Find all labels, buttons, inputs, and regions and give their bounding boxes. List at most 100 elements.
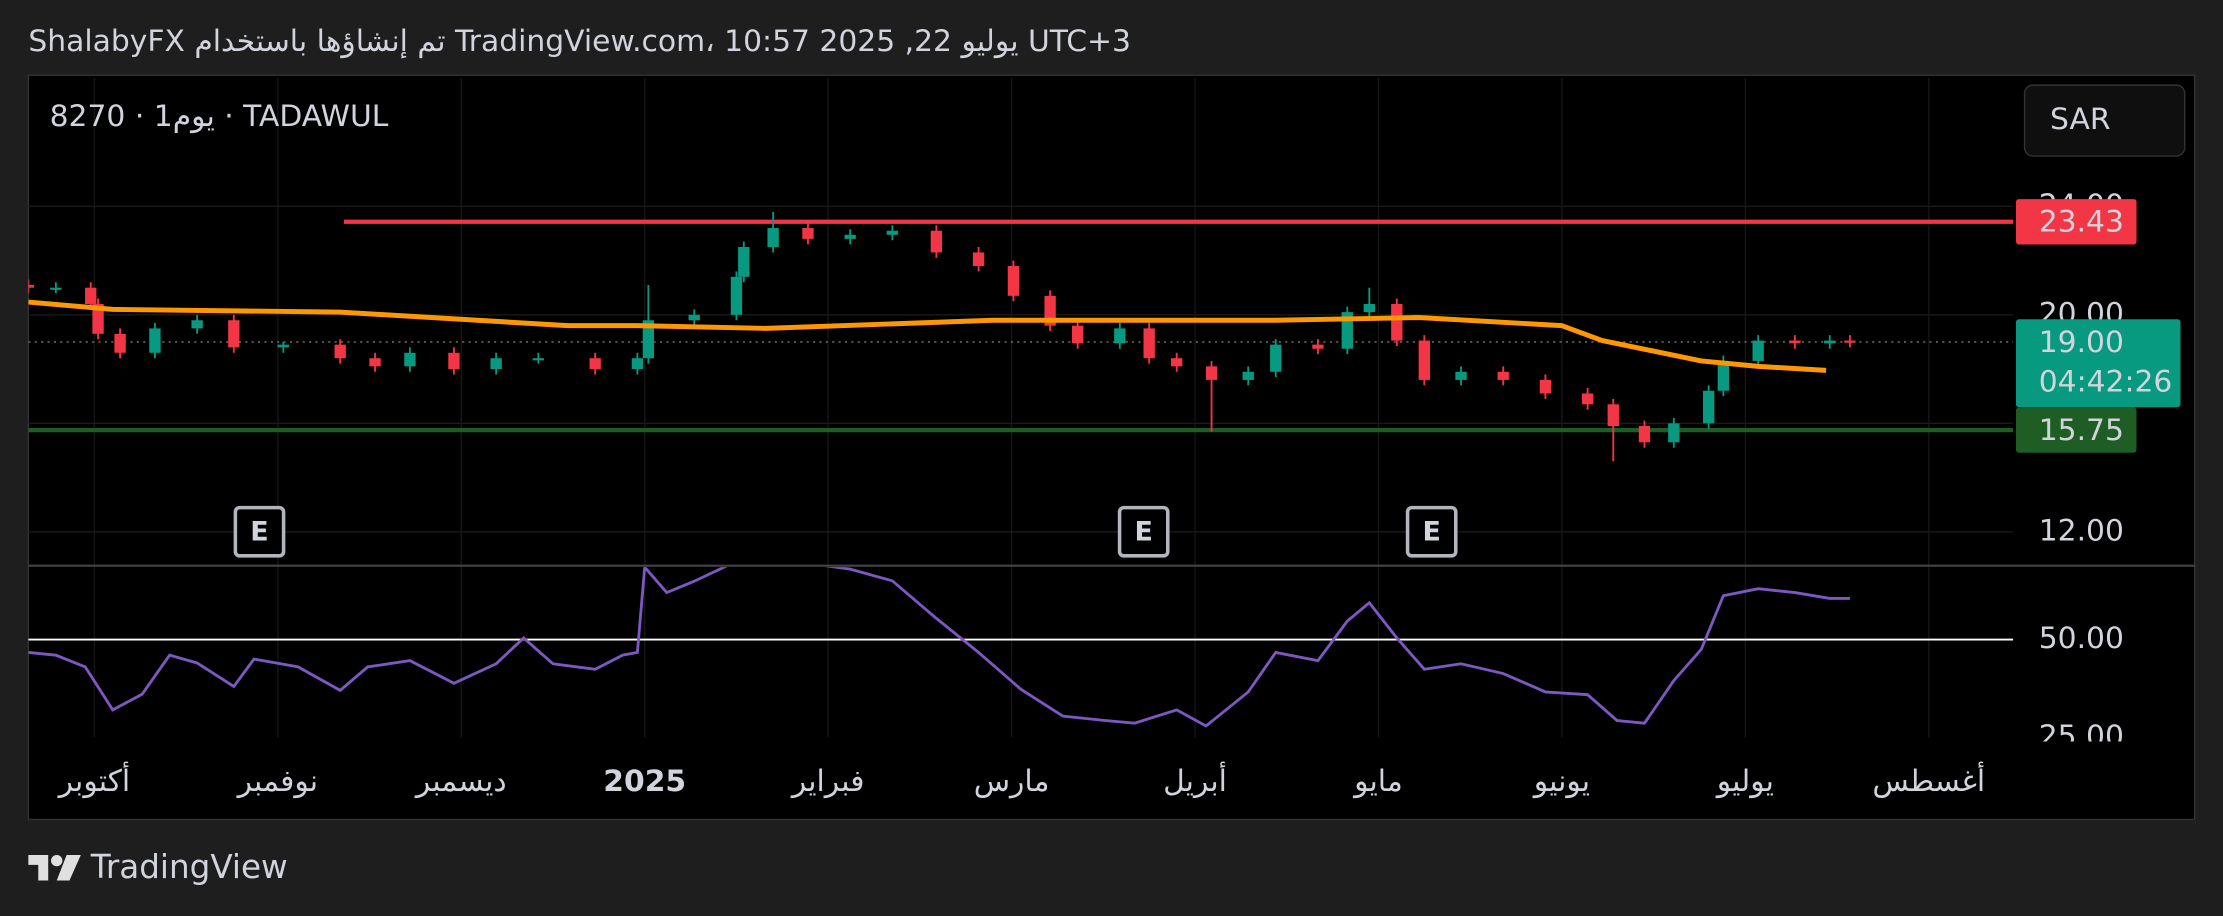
x-tick-label: ديسمبر [414, 764, 507, 799]
candle-body [1702, 390, 1715, 424]
candle-body [844, 234, 856, 239]
candle-body [972, 252, 985, 266]
logo-mark [56, 854, 81, 881]
x-axis: أكتوبر نوفمبر ديسمبر 2025 فبراير مارس أبريل ماي… [57, 760, 1986, 799]
logo [28, 854, 81, 881]
x-tick-label: نوفمبر [236, 764, 319, 799]
rsi-pane [28, 567, 2014, 728]
candle-body [1114, 328, 1126, 344]
x-tick-label: يوليو [1715, 764, 1774, 799]
last-price-badge [2016, 319, 2181, 408]
x-tick-label: مايو [1352, 764, 1403, 799]
candle-body [191, 320, 203, 329]
earnings-label: E [1134, 517, 1152, 548]
candle-body [1455, 371, 1467, 380]
candle-body [532, 358, 544, 361]
header: ShalabyFX تم إنشاؤها باستخدام TradingVie… [28, 24, 1131, 59]
level-badge [2016, 407, 2137, 453]
level-badge [2016, 199, 2137, 245]
earnings-label: E [250, 517, 268, 548]
candle-body [1789, 340, 1801, 344]
candle-body [631, 358, 644, 370]
candle-body [85, 287, 97, 304]
candle-body [688, 314, 700, 321]
symbol: 8270 · 1يوم · TADAWUL [50, 99, 389, 134]
candle-body [1270, 344, 1282, 372]
candle-body [1044, 295, 1056, 326]
candle-body [1205, 366, 1218, 380]
earnings-marker [1117, 505, 1170, 558]
candle-body [1668, 423, 1680, 443]
candle-body [28, 284, 35, 288]
candle-body [92, 303, 104, 334]
candle-body [490, 358, 502, 370]
level-badge-label: 15.75 [2039, 413, 2124, 448]
candle-body [369, 358, 381, 367]
candle-body [1717, 360, 1730, 391]
x-tick-label: 2025 [603, 764, 686, 799]
x-tick-label: أغسطس [1872, 760, 1985, 799]
candle-body [1752, 340, 1764, 361]
candle-body [642, 320, 655, 359]
candle-body [448, 352, 460, 370]
grid [28, 78, 2014, 738]
candle-body [1242, 371, 1254, 380]
candle-body [738, 247, 750, 277]
logo-mark [51, 854, 63, 867]
candle-body [589, 358, 601, 370]
candle-body [1312, 344, 1324, 349]
candle-body [886, 230, 899, 235]
y-tick-label: 50.00 [2039, 621, 2124, 656]
last-price-label: 19.00 [2039, 325, 2124, 360]
chart-layer: أكتوبر نوفمبر ديسمبر 2025 فبراير مارس أبريل ماي… [28, 78, 2181, 799]
candle-body [1143, 328, 1155, 359]
candle-body [1391, 303, 1403, 341]
candle-body [50, 287, 62, 290]
price-badges: 23.43 15.75 19.00 04:42:26 [2016, 199, 2181, 453]
candle-body [1418, 340, 1431, 380]
candle-body [930, 230, 943, 253]
candle-body [1007, 265, 1020, 296]
x-tick-label: أكتوبر [57, 760, 131, 799]
candle-body [404, 352, 416, 367]
x-tick-label: يونيو [1532, 764, 1590, 799]
candle-body [334, 344, 346, 359]
candle-body [228, 320, 240, 348]
candle-body [277, 344, 290, 348]
countdown: 04:42:26 [2039, 365, 2173, 400]
candle-body [1539, 379, 1552, 394]
candle-body [1171, 358, 1183, 367]
x-tick-label: أبريل [1163, 760, 1227, 799]
x-tick-label: فبراير [790, 764, 865, 799]
level-badge-label: 23.43 [2039, 205, 2124, 240]
candle-body [1363, 303, 1375, 313]
rsi-axis: 25.00 50.00 [2039, 621, 2124, 754]
candle-body [1497, 371, 1509, 380]
currency[interactable]: SAR [2050, 102, 2111, 137]
candle-body [1071, 325, 1084, 344]
chart-frame [27, 74, 2196, 821]
candle-body [1844, 340, 1856, 343]
currency-box[interactable] [2023, 84, 2186, 157]
rsi-line [28, 567, 1850, 728]
candle-body [1341, 312, 1353, 349]
candle-body [1824, 340, 1836, 344]
earnings-label: E [1422, 517, 1440, 548]
x-tick-label: مارس [974, 764, 1050, 799]
candle-body [1638, 426, 1651, 443]
footer-brand: TradingView [90, 848, 288, 886]
moving-average [28, 299, 1827, 373]
earnings-marker [1405, 505, 1458, 558]
y-tick-label: 12.00 [2039, 513, 2124, 548]
candle-body [730, 276, 743, 315]
logo-mark [28, 854, 49, 881]
y-tick-label: 25.00 [2039, 719, 2124, 754]
candle-body [767, 228, 779, 248]
candle-body [1607, 404, 1619, 427]
candle-body [1581, 393, 1594, 405]
candle-body [149, 328, 161, 353]
candle-body [114, 333, 126, 353]
